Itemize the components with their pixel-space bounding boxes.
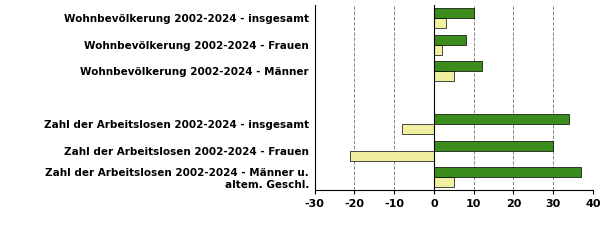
Bar: [434, 18, 446, 28]
Bar: [434, 141, 553, 151]
Bar: [402, 124, 434, 134]
Bar: [434, 177, 454, 187]
Bar: [434, 71, 454, 81]
Bar: [434, 35, 466, 45]
Bar: [434, 61, 482, 71]
Bar: [350, 151, 434, 161]
Bar: [434, 167, 581, 177]
Bar: [434, 8, 474, 18]
Bar: [434, 45, 442, 55]
Bar: [434, 114, 569, 124]
